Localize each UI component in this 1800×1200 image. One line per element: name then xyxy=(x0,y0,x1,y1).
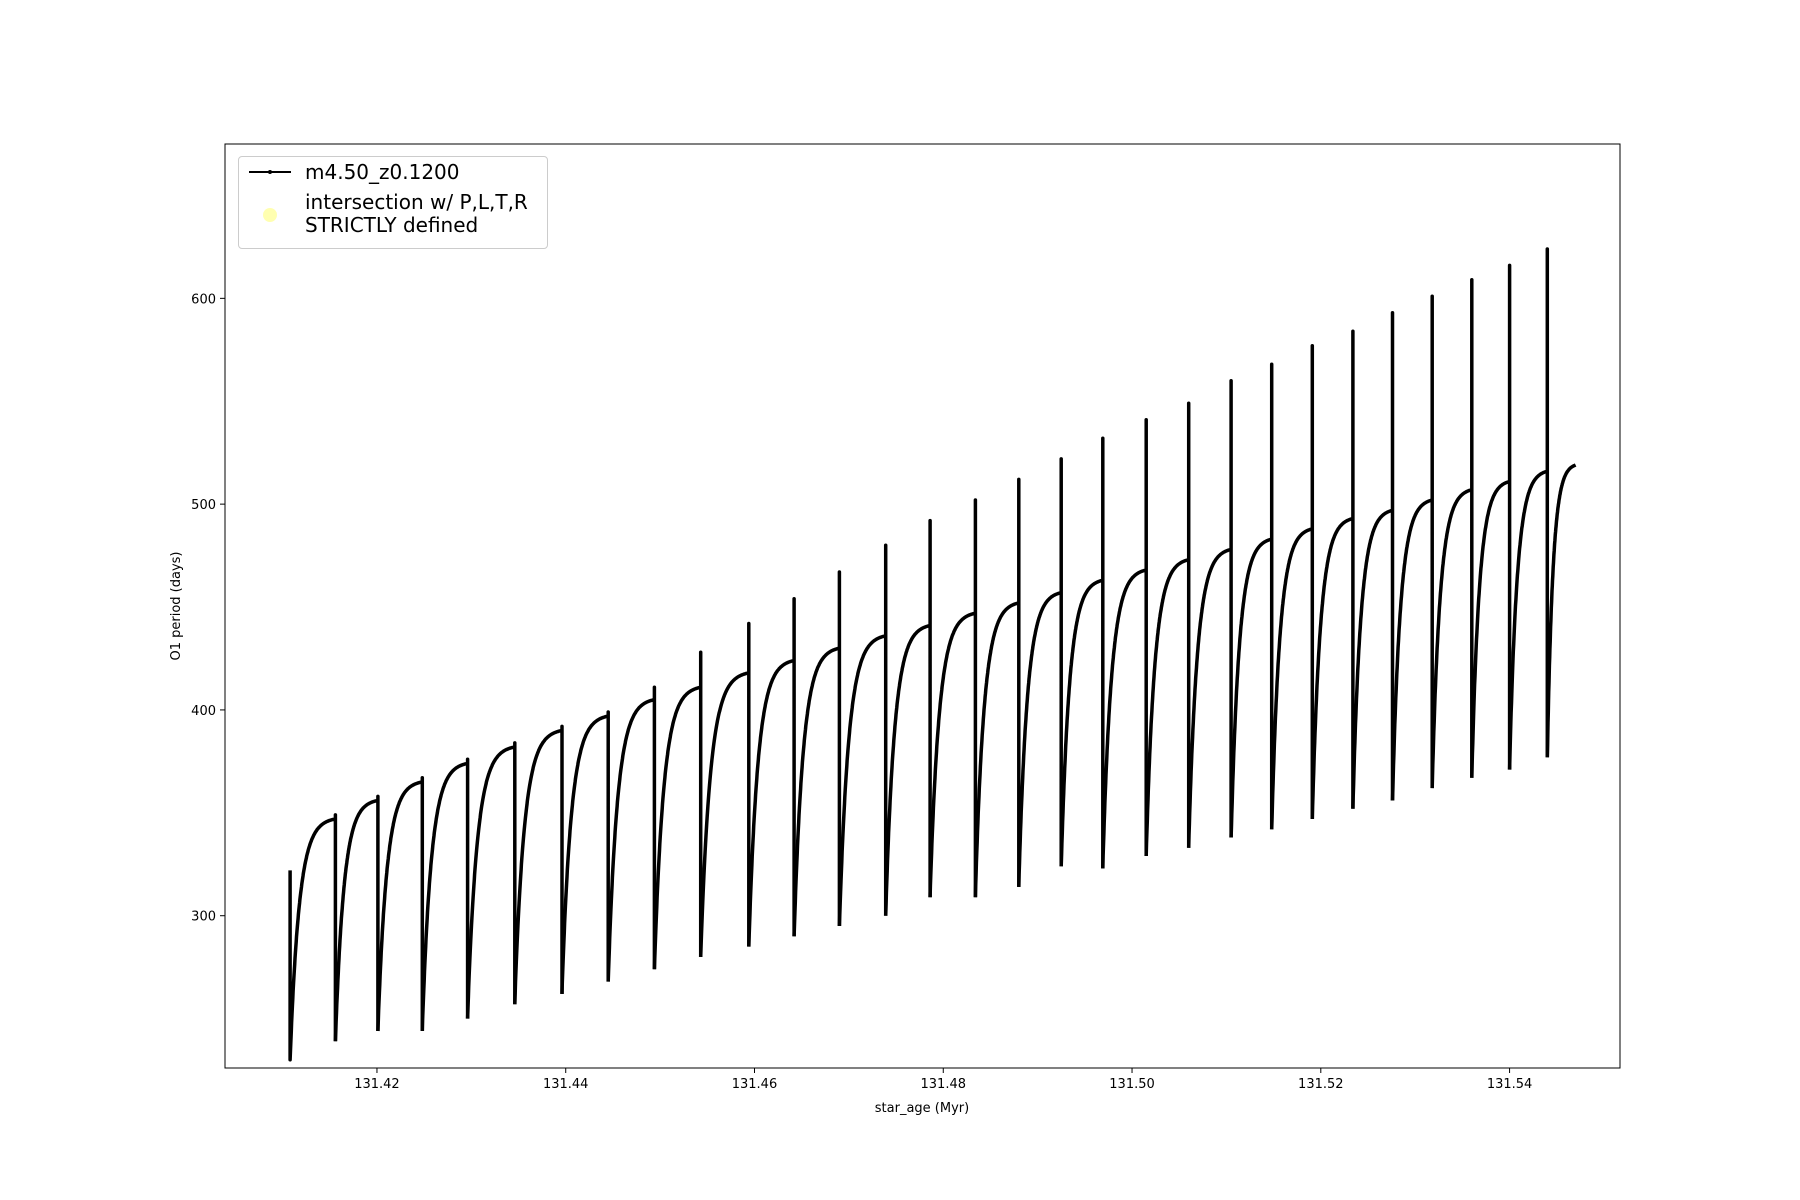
series-line-cycle xyxy=(560,710,610,994)
series-line-cycle xyxy=(1269,343,1315,830)
axes-frame xyxy=(224,143,1621,1069)
x-axis-label: star_age (Myr) xyxy=(875,1101,969,1116)
series-line-cycle xyxy=(1390,294,1434,801)
series-line-cycle xyxy=(747,597,796,947)
series-line-cycle xyxy=(1470,263,1512,778)
series-line-cycle xyxy=(1545,463,1578,758)
series-line-cycle xyxy=(973,477,1021,898)
series-line-cycle xyxy=(928,498,978,898)
legend: m4.50_z0.1200 intersection w/ P,L,T,R ST… xyxy=(238,156,548,249)
y-tick-label: 600 xyxy=(191,292,216,307)
series-line-cycle xyxy=(513,724,564,1005)
y-tick-label: 500 xyxy=(191,498,216,513)
series-line-cycle xyxy=(420,757,470,1032)
x-tick-label: 131.50 xyxy=(1109,1077,1155,1092)
series-line-cycle xyxy=(1229,362,1274,838)
series-line-cycle xyxy=(288,813,338,1062)
legend-label-intersection-line1: intersection w/ P,L,T,R xyxy=(305,190,528,214)
series-line-cycle xyxy=(333,794,380,1042)
y-axis: 300 400 500 600 xyxy=(191,292,225,925)
series-line-cycle xyxy=(1507,247,1550,770)
x-tick-label: 131.42 xyxy=(354,1077,400,1092)
legend-label-series: m4.50_z0.1200 xyxy=(305,160,460,184)
series-line-cycle xyxy=(792,570,842,937)
series-line-cycle xyxy=(837,543,888,927)
x-tick-label: 131.46 xyxy=(732,1077,778,1092)
x-tick-label: 131.44 xyxy=(543,1077,589,1092)
y-axis-label: O1 period (days) xyxy=(169,551,184,660)
series-line-cycle xyxy=(1430,278,1474,789)
legend-line-marker-icon xyxy=(249,170,291,174)
series-line-cycle xyxy=(652,650,703,970)
series-line-cycle xyxy=(1310,329,1355,820)
series-line-cycle xyxy=(1186,378,1233,848)
x-tick-label: 131.54 xyxy=(1487,1077,1533,1092)
series-line-cycle xyxy=(1144,401,1191,857)
x-tick-label: 131.48 xyxy=(921,1077,967,1092)
legend-label-intersection-line2: STRICTLY defined xyxy=(305,213,479,237)
legend-circle-marker-icon xyxy=(263,208,277,222)
series-line-cycle xyxy=(606,685,657,982)
x-axis: 131.42 131.44 131.46 131.48 131.50 131.52 131.… xyxy=(354,1068,1532,1092)
y-tick-label: 400 xyxy=(191,704,216,719)
series-line-cycle xyxy=(883,518,932,916)
series-line-cycle xyxy=(1017,457,1063,887)
data-layer xyxy=(288,247,1578,1062)
y-tick-label: 300 xyxy=(191,910,216,925)
series-line-cycle xyxy=(1101,418,1148,869)
series-line-cycle xyxy=(1351,310,1395,809)
series-line-cycle xyxy=(376,776,425,1032)
legend-entry-series: m4.50_z0.1200 xyxy=(239,157,547,187)
series-line-cycle xyxy=(698,621,751,957)
series-line-cycle xyxy=(465,741,517,1019)
x-tick-label: 131.52 xyxy=(1298,1077,1344,1092)
series-line-cycle xyxy=(1059,436,1105,869)
legend-entry-intersection: intersection w/ P,L,T,R STRICTLY defined xyxy=(239,191,547,241)
